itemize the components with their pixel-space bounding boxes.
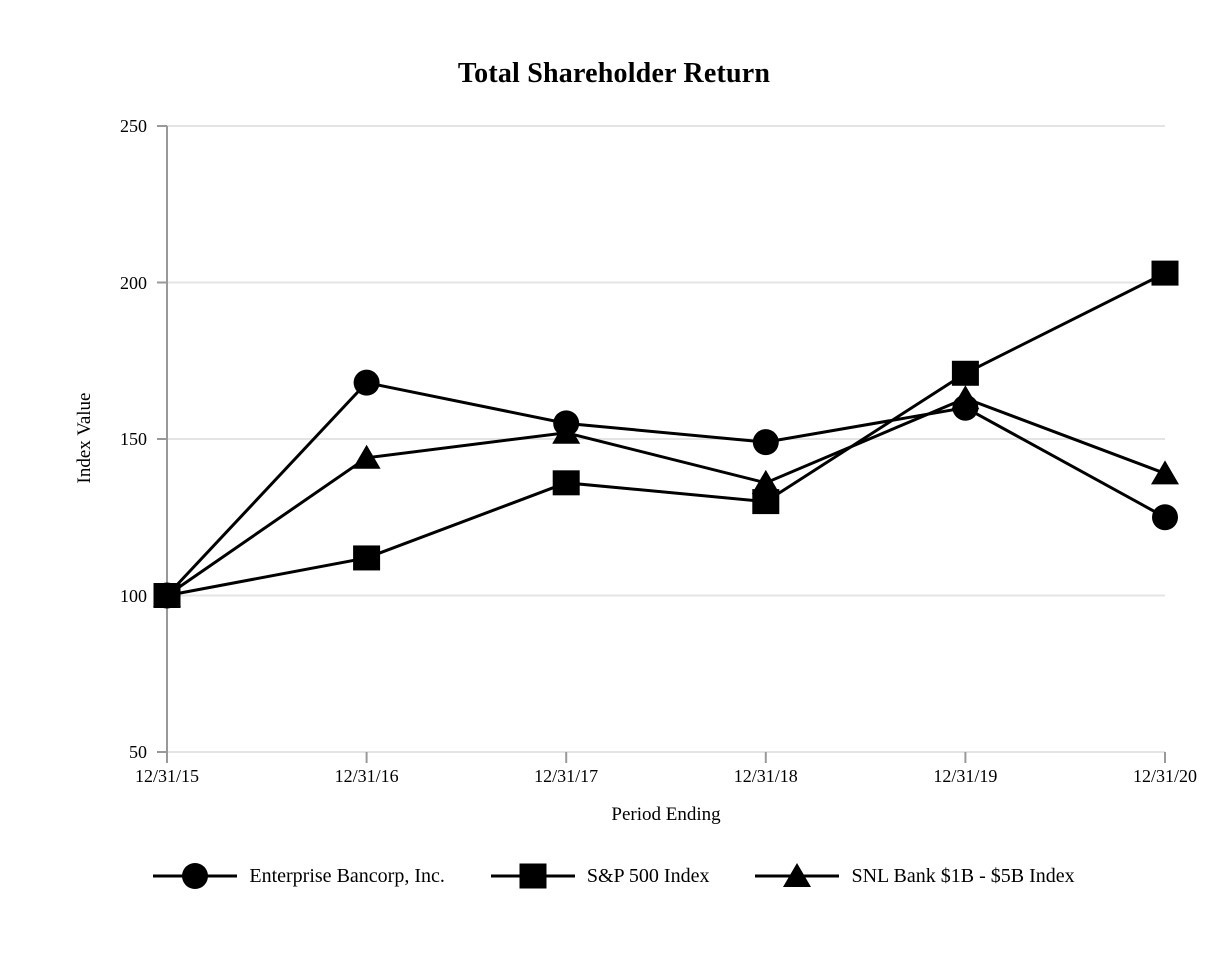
- series-line-2: [166, 396, 1166, 597]
- square-data-marker: [1151, 260, 1179, 286]
- circle-data-marker: [1152, 504, 1178, 531]
- x-tick-label: 12/31/19: [933, 766, 998, 786]
- circle-marker-glyph: [182, 863, 209, 889]
- series-line-1: [166, 271, 1166, 597]
- x-tick-label: 12/31/18: [733, 766, 798, 786]
- x-tick-label: 12/31/16: [334, 766, 399, 786]
- legend: Enterprise Bancorp, Inc. S&P 500 Index SNL…: [0, 861, 1228, 891]
- x-tick-label: 12/31/17: [534, 766, 599, 786]
- y-tick-label: 100: [120, 585, 147, 606]
- x-tick-label: 12/31/15: [134, 766, 199, 786]
- triangle-data-marker: [1151, 460, 1179, 485]
- legend-item-2: SNL Bank $1B - $5B Index: [755, 861, 1075, 891]
- square-data-marker: [153, 583, 181, 608]
- chart-title: Total Shareholder Return: [457, 58, 771, 89]
- circle-data-marker: [553, 410, 580, 437]
- triangle-marker-icon: [755, 863, 840, 887]
- y-tick-label: 150: [120, 429, 147, 449]
- legend-item-1: S&P 500 Index: [490, 861, 710, 891]
- legend-label: Enterprise Bancorp, Inc.: [249, 864, 445, 887]
- square-data-marker: [752, 489, 780, 515]
- triangle-data-marker: [751, 469, 780, 494]
- legend-item-0: Enterprise Bancorp, Inc.: [153, 861, 445, 891]
- square-data-marker: [552, 470, 580, 496]
- legend-label: S&P 500 Index: [586, 864, 710, 887]
- circle-marker-icon: [153, 863, 238, 889]
- triangle-data-marker: [352, 444, 381, 469]
- y-tick-label: 50: [129, 742, 147, 762]
- circle-data-marker: [353, 369, 380, 396]
- square-marker-glyph: [519, 863, 547, 889]
- circle-data-marker: [952, 394, 979, 421]
- y-tick-label: 200: [120, 272, 147, 293]
- y-tick-label: 250: [120, 116, 147, 136]
- legend-label: SNL Bank $1B - $5B Index: [851, 864, 1075, 887]
- square-data-marker: [353, 545, 381, 571]
- x-axis-title: Period Ending: [611, 804, 721, 825]
- circle-data-marker: [752, 429, 779, 456]
- triangle-marker-glyph: [783, 863, 812, 887]
- y-axis-title: Index Value: [74, 392, 95, 484]
- x-tick-label: 12/31/20: [1132, 766, 1197, 786]
- series-line-0: [165, 381, 1166, 597]
- square-data-marker: [951, 360, 979, 386]
- square-marker-icon: [490, 863, 575, 889]
